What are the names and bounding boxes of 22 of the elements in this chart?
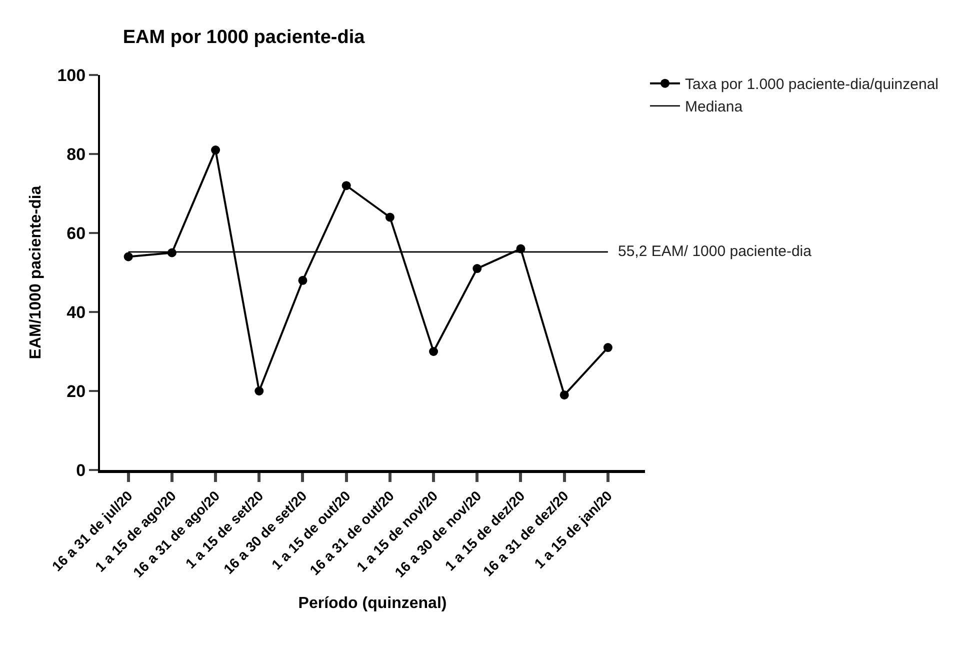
legend-label: Mediana	[685, 98, 744, 116]
y-tick-label: 40	[66, 302, 86, 322]
y-tick-label: 100	[57, 66, 86, 85]
point	[211, 146, 220, 155]
point	[429, 347, 438, 356]
y-tick-label: 0	[76, 460, 86, 480]
point	[385, 212, 394, 222]
point	[472, 264, 482, 274]
point	[298, 276, 308, 285]
chart-title: EAM por 1000 paciente-dia	[122, 27, 366, 48]
legend-label: Taxa por 1.000 paciente-dia/quinzenal	[685, 76, 939, 94]
x-axis-title: Período (quinzenal)	[298, 595, 447, 612]
point	[560, 390, 569, 400]
y-tick-label: 60	[66, 224, 86, 243]
annotation: 55,2 EAM/ 1000 paciente-dia	[618, 243, 812, 260]
y-axis-title: EAM/1000 paciente-dia	[28, 186, 45, 360]
point	[342, 181, 351, 190]
point	[603, 343, 612, 352]
point	[124, 252, 133, 262]
point	[254, 386, 264, 396]
y-tick-label: 20	[66, 382, 86, 401]
y-tick-label: 80	[66, 144, 86, 164]
